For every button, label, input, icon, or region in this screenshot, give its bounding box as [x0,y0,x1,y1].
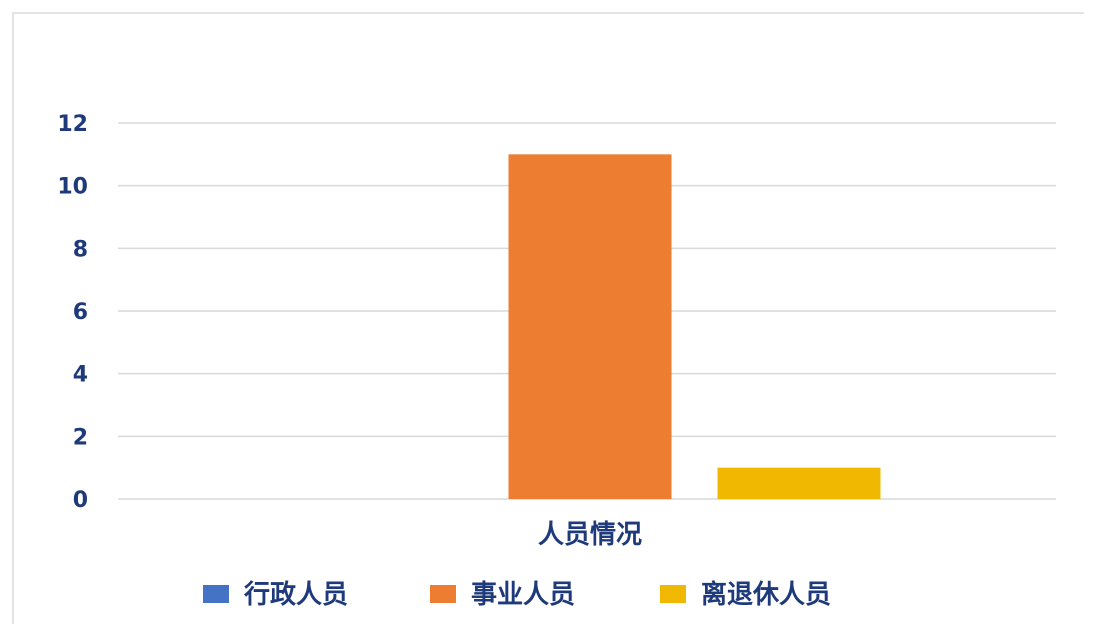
y-tick-label: 6 [73,300,88,325]
bar-3 [717,467,881,499]
legend-swatch [430,585,456,603]
legend-label: 离退休人员 [701,579,831,610]
chart-frame [12,12,1084,624]
bars [508,154,881,500]
legend-item-1: 行政人员 [203,579,348,610]
y-tick-label: 10 [57,175,88,200]
y-tick-label: 0 [73,488,88,513]
category-labels: 人员情况 [538,520,642,550]
bar-2 [508,154,672,500]
legend-item-2: 事业人员 [430,580,575,610]
y-tick-label: 8 [73,237,88,262]
legend-label: 行政人员 [243,579,348,610]
y-tick-label: 2 [73,425,88,450]
legend-swatch [203,585,229,603]
y-axis-ticks: 0 2 4 6 8 10 12 [57,112,88,513]
category-label: 人员情况 [538,520,642,550]
legend-item-3: 离退休人员 [660,579,831,610]
legend-swatch [660,585,686,603]
y-tick-label: 12 [57,112,88,137]
legend: 行政人员 事业人员 离退休人员 [203,579,831,610]
legend-label: 事业人员 [471,580,575,610]
y-tick-label: 4 [73,363,88,388]
